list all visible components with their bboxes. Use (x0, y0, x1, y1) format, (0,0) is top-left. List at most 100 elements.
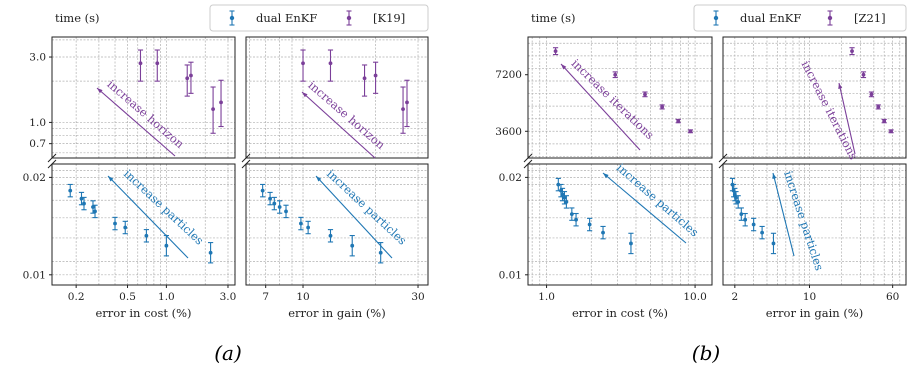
legend-label-enkf: dual EnKF (256, 11, 317, 25)
y-tick-label: 0.02 (499, 172, 522, 184)
legend-box (209, 4, 429, 32)
enkf-point (208, 250, 213, 255)
x-tick-label: 3.0 (220, 291, 237, 303)
ref-point (362, 76, 367, 81)
ref-point (219, 100, 223, 105)
ref-point (138, 61, 143, 66)
enkf-point (260, 188, 265, 193)
y-tick-label: 0.7 (29, 138, 46, 150)
enkf-point (164, 243, 169, 248)
annotation-bottom-right: increase particles (324, 167, 410, 248)
axes-frame (722, 163, 907, 286)
axes-frame (245, 36, 429, 159)
legend-label-reference: [Z21] (854, 11, 886, 25)
ref-point (553, 49, 558, 54)
legend-marker-point (713, 15, 719, 21)
ref-point (889, 129, 893, 134)
enkf-point (771, 241, 776, 246)
enkf-point (93, 209, 97, 214)
axes-frame (245, 163, 429, 286)
enkf-point (350, 243, 355, 248)
ref-point (676, 119, 681, 123)
enkf-point (277, 205, 282, 209)
legend: dual EnKF [K19] (209, 4, 429, 32)
enkf-point (556, 182, 561, 187)
enkf-point (299, 221, 303, 226)
axis-break-mark (718, 159, 728, 169)
x-tick-label: 60 (886, 291, 899, 303)
enkf-point (284, 209, 288, 214)
enkf-point (91, 205, 95, 209)
legend: dual EnKF [Z21] (693, 4, 907, 32)
trend-arrow-head (302, 92, 308, 98)
annotation-top-left: increase iterations (569, 56, 657, 142)
ref-point (155, 61, 160, 66)
axis-break-mark (241, 159, 251, 169)
x-tick-label: 0.5 (119, 291, 136, 303)
enkf-point (574, 217, 578, 222)
y-tick-label: 3600 (495, 126, 522, 138)
enkf-point (306, 225, 311, 230)
x-tick-label: 7 (262, 291, 269, 303)
x-tick-label: 10 (803, 291, 816, 303)
x-tick-label: 10.0 (683, 291, 706, 303)
enkf-point (144, 233, 149, 238)
trend-arrow-head (316, 176, 322, 182)
enkf-point (123, 225, 128, 230)
axes-frame (722, 36, 907, 159)
x-axis-label-cost: error in cost (%) (95, 306, 191, 320)
trend-arrow-head (603, 173, 609, 179)
x-tick-label: 2 (731, 291, 738, 303)
trend-arrow (107, 175, 189, 259)
axes-frame (527, 163, 713, 286)
trend-arrow (602, 172, 687, 244)
enkf-point (560, 192, 565, 197)
panel-caption: (b) (692, 341, 720, 365)
x-tick-label: 30 (411, 291, 424, 303)
y-tick-label: 1.0 (29, 117, 46, 129)
enkf-point (751, 222, 756, 227)
annotation-bottom-left: increase particles (121, 167, 207, 248)
trend-arrow (560, 63, 641, 151)
panel-a: 3.0 1.0 0.7 0.02 0.01 0.2 0.5 1.0 3.0 7 10 30 time (… (23, 4, 429, 365)
enkf-point (736, 199, 741, 204)
ref-point (401, 107, 405, 112)
enkf-point (268, 196, 272, 201)
x-tick-label: 1.0 (158, 291, 175, 303)
x-axis-label-gain: error in gain (%) (288, 306, 385, 320)
x-tick-label: 1.0 (538, 291, 555, 303)
enkf-point (562, 195, 567, 200)
ref-point (660, 105, 665, 109)
ref-point (189, 73, 193, 78)
enkf-point (587, 222, 592, 227)
axis-break-mark (523, 159, 533, 169)
trend-arrow-head (561, 64, 567, 70)
enkf-point (739, 212, 744, 217)
y-tick-label: 0.01 (499, 269, 522, 281)
axes-frame (527, 36, 713, 159)
enkf-point (82, 201, 86, 206)
ref-point (643, 92, 647, 97)
ref-point (869, 92, 874, 97)
panel-caption: (a) (214, 341, 242, 365)
y-tick-label: 0.01 (23, 269, 46, 281)
enkf-point (328, 233, 333, 238)
trend-arrow (838, 82, 856, 155)
axis-break-mark (718, 153, 728, 163)
axes-frame (51, 163, 236, 286)
x-axis-label-gain: error in gain (%) (766, 306, 863, 320)
trend-arrow-head (108, 176, 114, 182)
annotation-top-right: increase iterations (799, 58, 861, 162)
trend-arrow-head (838, 83, 843, 89)
ref-point (185, 76, 190, 81)
trend-arrow (96, 87, 176, 157)
axes-frame (51, 36, 236, 159)
enkf-point (569, 212, 574, 217)
enkf-point (760, 230, 765, 235)
enkf-point (68, 188, 73, 193)
trend-arrow (315, 175, 393, 259)
axis-break-mark (47, 153, 57, 163)
legend-label-reference: [K19] (373, 11, 405, 25)
axis-break-mark (523, 153, 533, 163)
